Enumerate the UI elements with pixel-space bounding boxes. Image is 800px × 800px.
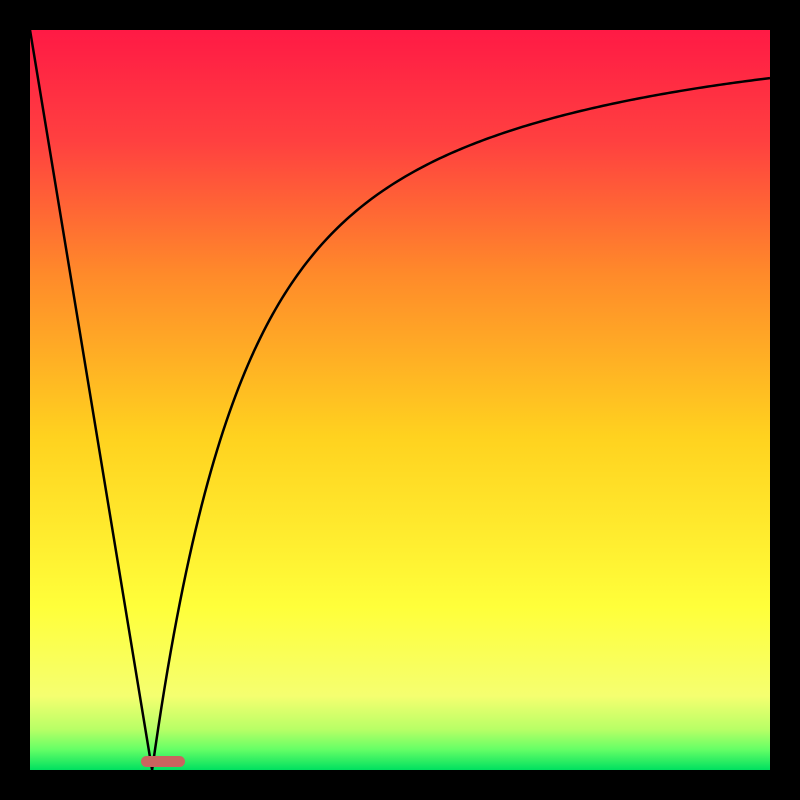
bottleneck-curve-chart: [30, 30, 770, 770]
gradient-background: [30, 30, 770, 770]
chart-frame: TheBottleneck.com: [0, 0, 800, 800]
optimum-marker: [141, 756, 185, 767]
plot-area: [30, 30, 770, 770]
